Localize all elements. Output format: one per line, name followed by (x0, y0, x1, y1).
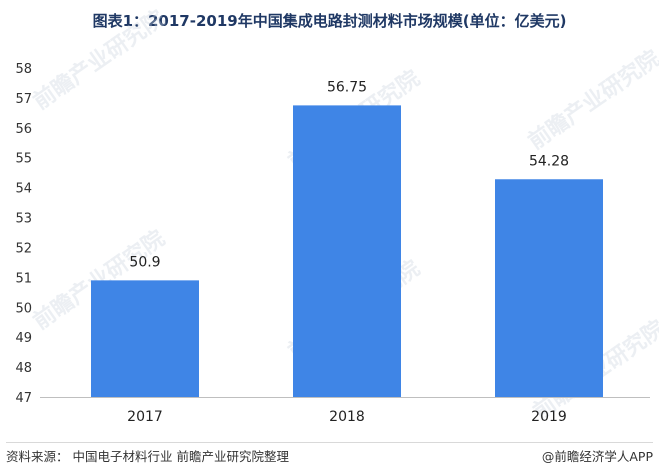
bar-chart: 前瞻产业研究院前瞻产业研究院前瞻产业研究院前瞻产业研究院前瞻产业研究院前瞻产业研… (15, 5, 659, 425)
source-note: 资料来源： 中国电子材料行业 前瞻产业研究院整理 (6, 449, 289, 464)
y-tick-label: 55 (15, 152, 32, 167)
y-tick-label: 47 (15, 391, 32, 406)
y-tick-label: 50 (15, 301, 32, 316)
y-tick-label: 49 (15, 331, 32, 346)
data-label: 50.9 (129, 254, 160, 270)
data-label: 56.75 (327, 79, 367, 95)
y-tick-label: 53 (15, 212, 32, 227)
y-tick-label: 51 (15, 271, 32, 286)
y-tick-label: 56 (15, 122, 32, 137)
watermark-text: 前瞻产业研究院 (524, 45, 659, 155)
y-tick-label: 57 (15, 92, 32, 107)
watermark-text: 前瞻产业研究院 (29, 5, 170, 115)
x-tick-label: 2017 (127, 409, 163, 425)
y-axis: 47 48 49 50 51 52 53 54 55 56 57 58 (15, 62, 32, 406)
y-tick-label: 48 (15, 361, 32, 376)
footer-divider (6, 442, 653, 443)
y-tick-label: 52 (15, 241, 32, 256)
y-tick-label: 58 (15, 62, 32, 77)
bar (495, 179, 603, 397)
bars: 50.9 56.75 54.28 (91, 79, 603, 398)
bar (91, 280, 199, 397)
data-label: 54.28 (529, 153, 569, 169)
x-axis: 2017 2018 2019 (40, 397, 650, 425)
brand-credit: @前瞻经济学人APP (541, 449, 653, 464)
x-tick-label: 2019 (531, 409, 567, 425)
x-tick-label: 2018 (329, 409, 365, 425)
chart-title: 图表1：2017-2019年中国集成电路封测材料市场规模(单位：亿美元) (92, 12, 567, 30)
y-tick-label: 54 (15, 182, 32, 197)
bar (293, 105, 401, 398)
